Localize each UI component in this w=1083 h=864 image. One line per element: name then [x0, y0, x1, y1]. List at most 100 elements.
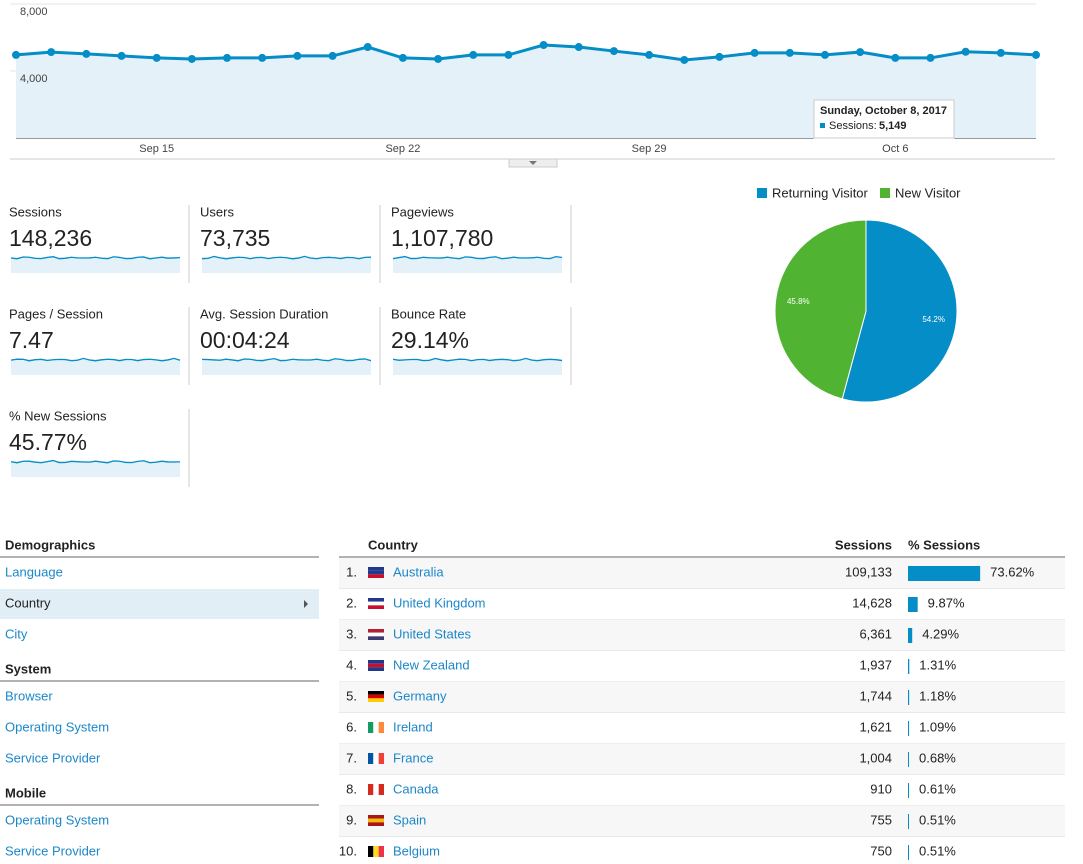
nav-item[interactable]: Browser	[5, 688, 53, 703]
metric-value: 1,107,780	[391, 225, 493, 251]
row-bg	[339, 744, 1065, 775]
rank: 4.	[346, 657, 357, 672]
pie-slice[interactable]	[841, 219, 958, 403]
sessions: 755	[870, 812, 892, 827]
flag-part	[368, 570, 384, 575]
x-tick-label: Sep 22	[385, 143, 420, 155]
flag-part	[368, 629, 384, 633]
country-link[interactable]: France	[393, 750, 433, 765]
metric-label: Pageviews	[391, 204, 454, 219]
point[interactable]	[47, 48, 56, 57]
point[interactable]	[434, 54, 443, 63]
point[interactable]	[539, 41, 548, 50]
nav-heading: System	[5, 661, 51, 676]
point[interactable]	[961, 47, 970, 56]
pie-slice[interactable]	[774, 219, 867, 400]
nav-item[interactable]: Language	[5, 564, 63, 579]
metric-value: 45.77%	[9, 429, 87, 455]
percent-bar	[908, 752, 909, 767]
legend-swatch	[880, 188, 890, 198]
country-link[interactable]: Canada	[393, 781, 439, 796]
country-link[interactable]: Spain	[393, 812, 426, 827]
nav-arrow	[304, 600, 308, 608]
nav-item[interactable]: Service Provider	[5, 750, 101, 765]
metric-value: 148,236	[9, 225, 92, 251]
flag-part	[368, 815, 384, 819]
country-link[interactable]: Belgium	[393, 843, 440, 858]
expand-arrow	[529, 161, 537, 165]
point[interactable]	[715, 52, 724, 61]
nav-heading: Demographics	[5, 537, 95, 552]
row-bg	[339, 682, 1065, 713]
nav-item[interactable]: Operating System	[5, 719, 109, 734]
point[interactable]	[750, 48, 759, 57]
point[interactable]	[574, 43, 583, 52]
point[interactable]	[996, 48, 1005, 57]
point[interactable]	[398, 53, 407, 62]
point[interactable]	[891, 53, 900, 62]
metric-label: Avg. Session Duration	[200, 306, 328, 321]
nav-selected-bg	[0, 589, 319, 619]
legend-label: New Visitor	[895, 185, 961, 200]
point[interactable]	[363, 43, 372, 52]
nav-item[interactable]: Operating System	[5, 812, 109, 827]
flag-part	[373, 846, 379, 857]
point[interactable]	[328, 51, 337, 60]
sparkline-bg	[11, 359, 180, 375]
country-link[interactable]: Germany	[393, 688, 447, 703]
country-link[interactable]: Australia	[393, 564, 444, 579]
point[interactable]	[609, 47, 618, 56]
country-link[interactable]: United Kingdom	[393, 595, 486, 610]
rank: 6.	[346, 719, 357, 734]
country-link[interactable]: Ireland	[393, 719, 433, 734]
flag-part	[378, 784, 384, 795]
point[interactable]	[152, 53, 161, 62]
point[interactable]	[1032, 50, 1040, 59]
metric-label: Sessions	[9, 204, 62, 219]
rank: 9.	[346, 812, 357, 827]
point[interactable]	[785, 48, 794, 57]
point[interactable]	[856, 48, 865, 57]
sparkline-bg	[11, 461, 180, 477]
nav-item[interactable]: Country	[5, 595, 51, 610]
sessions: 910	[870, 781, 892, 796]
flag-part	[368, 667, 384, 671]
point[interactable]	[117, 51, 126, 60]
flag-part	[368, 636, 384, 640]
sparkline	[10, 357, 181, 362]
sparkline-bg	[11, 257, 180, 273]
percent-bar	[908, 659, 910, 674]
flag-part	[368, 846, 374, 857]
table-header: % Sessions	[908, 537, 980, 552]
country-link[interactable]: New Zealand	[393, 657, 470, 672]
sessions: 1,937	[859, 657, 892, 672]
point[interactable]	[82, 49, 91, 58]
sessions: 1,004	[859, 750, 892, 765]
row-bg	[339, 651, 1065, 682]
point[interactable]	[504, 50, 513, 59]
flag-part	[368, 722, 374, 733]
country-link[interactable]: United States	[393, 626, 472, 641]
flag-part	[368, 567, 384, 571]
point[interactable]	[469, 50, 478, 59]
sparkline-bg	[202, 257, 371, 273]
point[interactable]	[12, 50, 20, 59]
flag-part	[373, 784, 379, 795]
rank: 2.	[346, 595, 357, 610]
metric-value: 29.14%	[391, 327, 469, 353]
table-header: Sessions	[835, 537, 892, 552]
point[interactable]	[680, 55, 689, 64]
percent-label: 9.87%	[928, 595, 965, 610]
point[interactable]	[645, 50, 654, 59]
point[interactable]	[187, 54, 196, 63]
flag-part	[378, 753, 384, 764]
tooltip-label: Sessions:	[829, 120, 877, 132]
point[interactable]	[293, 51, 302, 60]
point[interactable]	[926, 53, 935, 62]
point[interactable]	[820, 50, 829, 59]
point[interactable]	[223, 53, 232, 62]
nav-item[interactable]: Service Provider	[5, 843, 101, 858]
point[interactable]	[258, 53, 267, 62]
nav-item[interactable]: City	[5, 626, 28, 641]
